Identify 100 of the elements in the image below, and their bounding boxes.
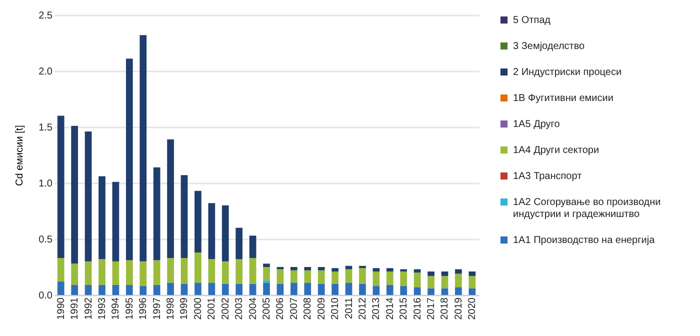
bar [249, 236, 256, 258]
bar [180, 175, 188, 258]
x-tick-label: 2001 [206, 297, 218, 320]
y-tick-label: 0.0 [38, 290, 53, 302]
bar [222, 205, 229, 262]
y-tick-label: 1.0 [38, 178, 53, 190]
bar [318, 284, 325, 295]
bar [98, 176, 106, 260]
x-tick-label: 2004 [248, 297, 259, 320]
bar [468, 276, 476, 288]
bar [304, 270, 312, 283]
x-tick-label: 2012 [357, 297, 368, 320]
y-tick-label: 0.5 [38, 234, 53, 246]
x-tick-label: 2016 [412, 297, 424, 320]
legend-label: 1B Фугитивни емисии [513, 93, 614, 104]
bar [428, 276, 434, 288]
x-tick-label: 2008 [302, 297, 314, 320]
bar [332, 284, 338, 295]
bar [263, 264, 270, 267]
legend-label: 1A3 Транспорт [513, 171, 582, 182]
bar [57, 116, 64, 258]
legend-label: 3 Земјоделство [513, 41, 586, 52]
bar [400, 286, 408, 295]
bar [468, 288, 476, 295]
bar [236, 259, 243, 284]
bar [236, 228, 243, 260]
bar [332, 268, 338, 272]
bar [455, 287, 462, 295]
bar [153, 284, 160, 295]
bar [332, 271, 338, 284]
x-tick-label: 2002 [220, 297, 232, 320]
x-tick-label: 2013 [371, 297, 382, 320]
bar [126, 284, 133, 295]
x-tick-label: 1999 [179, 297, 190, 320]
legend-label: 1A4 Други сектори [513, 145, 600, 156]
x-tick-label: 2017 [426, 297, 438, 320]
bar [386, 268, 394, 272]
bar [318, 267, 325, 270]
bar [372, 286, 380, 295]
x-tick-label: 2014 [384, 297, 396, 320]
x-tick-label: 1994 [110, 297, 122, 320]
bar [112, 284, 120, 295]
x-tick-label: 2000 [192, 297, 204, 320]
bar [441, 288, 448, 295]
bar [194, 282, 202, 295]
bar [263, 280, 270, 283]
bar [249, 284, 256, 295]
bar [359, 284, 366, 295]
bar [180, 258, 188, 284]
bar [236, 284, 243, 295]
legend-label: 2 Индустриски процеси [513, 67, 622, 78]
bar [208, 282, 216, 295]
bar [304, 282, 312, 295]
bar [180, 284, 188, 295]
x-tick-label: 2010 [330, 297, 342, 320]
y-tick-label: 1.5 [38, 122, 53, 134]
bar [112, 182, 120, 262]
bar [98, 284, 106, 295]
bar [428, 271, 434, 276]
bar [290, 282, 298, 295]
bar [441, 271, 448, 276]
x-tick-label: 2020 [467, 297, 478, 320]
y-tick-label: 2.5 [38, 10, 53, 22]
bar [84, 131, 92, 262]
x-tick-label: 1997 [152, 297, 163, 320]
bar [194, 190, 202, 252]
bar [249, 258, 256, 284]
bar [263, 282, 270, 295]
bar [222, 261, 229, 284]
y-tick-label: 2.0 [38, 66, 53, 78]
x-tick-label: 1993 [96, 297, 108, 320]
bar [372, 268, 380, 272]
bar [71, 264, 78, 285]
bar [71, 126, 78, 264]
bar [126, 260, 133, 285]
x-tick-label: 1991 [70, 297, 81, 320]
bar [153, 260, 160, 285]
x-tick-label: 1998 [166, 297, 177, 320]
bar [290, 267, 298, 270]
y-axis-title: Cd емисии [t] [14, 124, 26, 186]
bar [414, 269, 421, 273]
x-tick-label: 2011 [344, 297, 355, 320]
bar [345, 269, 352, 283]
bar [468, 271, 476, 276]
bar [57, 282, 64, 295]
bar [276, 284, 284, 295]
bar [222, 284, 229, 295]
bar [386, 284, 394, 295]
x-tick-label: 2015 [398, 297, 410, 320]
bar [359, 266, 366, 268]
x-tick-label: 2018 [440, 297, 451, 320]
x-tick-label: 1996 [138, 297, 150, 320]
x-tick-label: 1992 [83, 297, 94, 320]
legend-label: 1A5 Друго [513, 119, 560, 130]
bar [140, 35, 147, 262]
bar [71, 284, 78, 295]
bar [400, 271, 408, 286]
bar [345, 282, 352, 295]
bar [167, 258, 174, 283]
bar [57, 258, 64, 282]
